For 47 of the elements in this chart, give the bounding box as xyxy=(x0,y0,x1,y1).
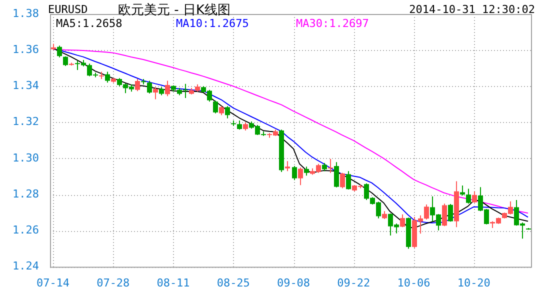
text: MA10:1.2675 xyxy=(176,16,249,30)
candlestick xyxy=(225,106,230,119)
y-tick-label: 1.32 xyxy=(12,115,39,128)
x-tick-label: 08-25 xyxy=(216,276,250,290)
candlestick xyxy=(466,188,471,204)
y-tick-label: 1.38 xyxy=(12,6,39,20)
candlestick xyxy=(334,162,339,188)
y-tick-label: 1.34 xyxy=(12,79,40,92)
candlestick xyxy=(135,78,140,92)
candlestick xyxy=(213,100,218,114)
y-tick-label: 1.28 xyxy=(12,187,39,200)
y-tick-label: 1.24 xyxy=(12,260,40,273)
x-tick-label: 10-20 xyxy=(457,276,490,290)
chart-title: 欧元美元 - 日K线图 xyxy=(118,2,230,18)
x-tick-label: 07-14 xyxy=(36,276,70,290)
candlestick xyxy=(153,86,158,100)
text: MA30:1.2697 xyxy=(296,16,369,30)
candlestick xyxy=(400,214,405,228)
x-tick-label: 08-11 xyxy=(156,276,190,290)
candlestick xyxy=(448,203,453,222)
candlestick xyxy=(328,158,333,174)
chart-subtitle: EURUSD xyxy=(48,3,88,16)
x-tick-label: 09-22 xyxy=(337,276,370,290)
y-tick-label: 1.36 xyxy=(12,42,39,56)
candlestick xyxy=(165,80,170,97)
candlestick xyxy=(460,185,465,196)
x-tick-label: 07-28 xyxy=(96,276,130,290)
candlestick xyxy=(285,160,290,172)
candlestick xyxy=(424,204,429,220)
candlestick xyxy=(304,166,309,176)
candlestick xyxy=(442,203,447,227)
candlestick xyxy=(340,172,345,189)
series-label: MA5:1.2658 xyxy=(56,16,122,30)
candlestick xyxy=(237,120,242,130)
candlestick xyxy=(292,166,297,181)
candlestick xyxy=(105,71,110,84)
x-tick-label: 09-08 xyxy=(276,276,310,290)
candlestick xyxy=(219,106,224,116)
y-tick-label: 1.26 xyxy=(12,224,39,237)
candlestick xyxy=(298,166,303,186)
candlestick xyxy=(57,45,62,58)
annotation: 2014-10-31 12:30:02 xyxy=(409,3,535,16)
candlestick xyxy=(147,80,152,94)
y-tick-label: 1.30 xyxy=(12,151,39,164)
candlestick xyxy=(346,170,351,190)
x-tick-label: 10-06 xyxy=(397,276,430,290)
candlestick xyxy=(63,56,68,67)
